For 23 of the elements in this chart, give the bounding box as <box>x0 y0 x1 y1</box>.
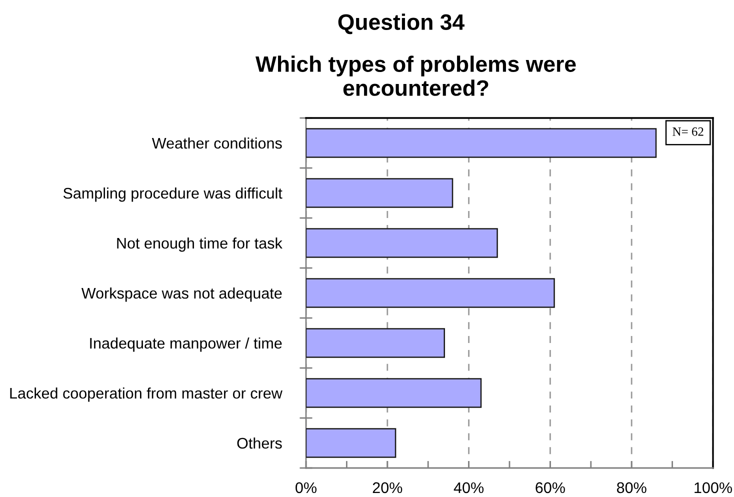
bar <box>306 228 498 258</box>
x-tick-label: 80% <box>616 482 646 494</box>
bar <box>306 378 482 408</box>
x-tick-label: 60% <box>536 482 565 494</box>
chart-subtitle: Which types of problems were encountered? <box>256 56 576 96</box>
bar <box>306 128 657 158</box>
bar <box>306 178 454 208</box>
y-tick-label: Others <box>237 437 282 449</box>
y-tick-label: Weather conditions <box>152 137 282 149</box>
annotation: N= 62 <box>672 127 704 136</box>
y-tick-label: Workspace was not adequate <box>81 287 282 302</box>
y-tick-label: Sampling procedure was difficult <box>63 187 282 202</box>
y-tick-label: Lacked cooperation from master or crew <box>10 387 282 402</box>
x-tick-label: 0% <box>296 482 316 494</box>
x-tick-label: 20% <box>372 482 402 494</box>
y-tick-label: Not enough time for task <box>117 237 282 252</box>
chart-title: Question 34 <box>338 14 464 34</box>
bar <box>306 428 396 458</box>
x-tick-label: 40% <box>454 482 484 494</box>
bar <box>306 278 555 308</box>
x-tick-label: 100% <box>694 482 732 494</box>
y-tick-label: Inadequate manpower / time <box>90 337 282 352</box>
bar <box>306 328 446 358</box>
